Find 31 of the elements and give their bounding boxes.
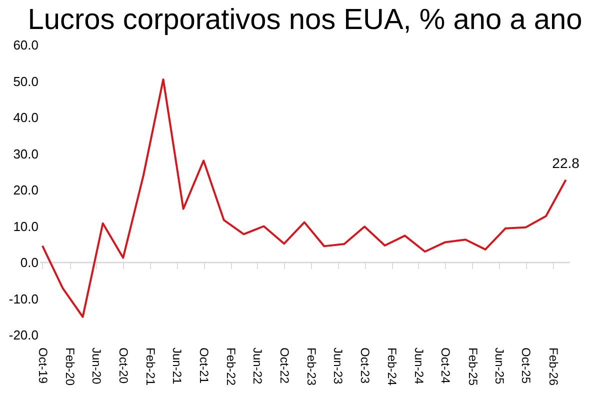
x-tick-label: Oct-20 — [116, 348, 131, 384]
x-tick-label: Oct-24 — [438, 348, 453, 384]
y-tick-label: 20.0 — [13, 182, 38, 198]
x-tick-label: Jun-22 — [250, 348, 265, 385]
y-tick-label: 40.0 — [13, 110, 38, 125]
x-tick-label: Oct-25 — [519, 348, 534, 384]
x-tick-label: Oct-21 — [197, 348, 212, 384]
x-tick-label: Oct-23 — [358, 348, 372, 384]
x-tick-label: Oct-19 — [36, 348, 50, 384]
x-tick-label: Jun-20 — [90, 348, 104, 385]
x-tick-label: Feb-24 — [385, 348, 400, 386]
x-tick-label: Feb-22 — [224, 348, 238, 386]
x-tick-label: Feb-23 — [304, 348, 319, 386]
x-tick-label: Oct-22 — [278, 348, 292, 384]
y-tick-label: -10.0 — [8, 291, 38, 306]
x-tick-label: Feb-25 — [466, 348, 480, 386]
y-tick-label: 0.0 — [20, 255, 38, 270]
y-tick-label: 50.0 — [13, 74, 38, 89]
y-tick-label: -20.0 — [8, 328, 38, 342]
x-tick-label: Jun-25 — [492, 348, 506, 385]
y-tick-label: 60.0 — [13, 38, 38, 52]
chart-title: Lucros corporativos nos EUA, % ano a ano — [28, 4, 582, 36]
x-tick-label: Feb-21 — [144, 348, 158, 386]
x-tick-label: Jun-24 — [412, 348, 426, 385]
x-tick-label: Feb-20 — [63, 348, 78, 386]
y-tick-label: 10.0 — [13, 218, 38, 234]
x-tick-label: Feb-26 — [546, 348, 560, 386]
y-tick-label: 30.0 — [13, 146, 38, 162]
x-tick-label: Jun-21 — [170, 348, 184, 385]
data-label: 22.8 — [552, 154, 580, 171]
x-tick-label: Jun-23 — [331, 348, 346, 385]
